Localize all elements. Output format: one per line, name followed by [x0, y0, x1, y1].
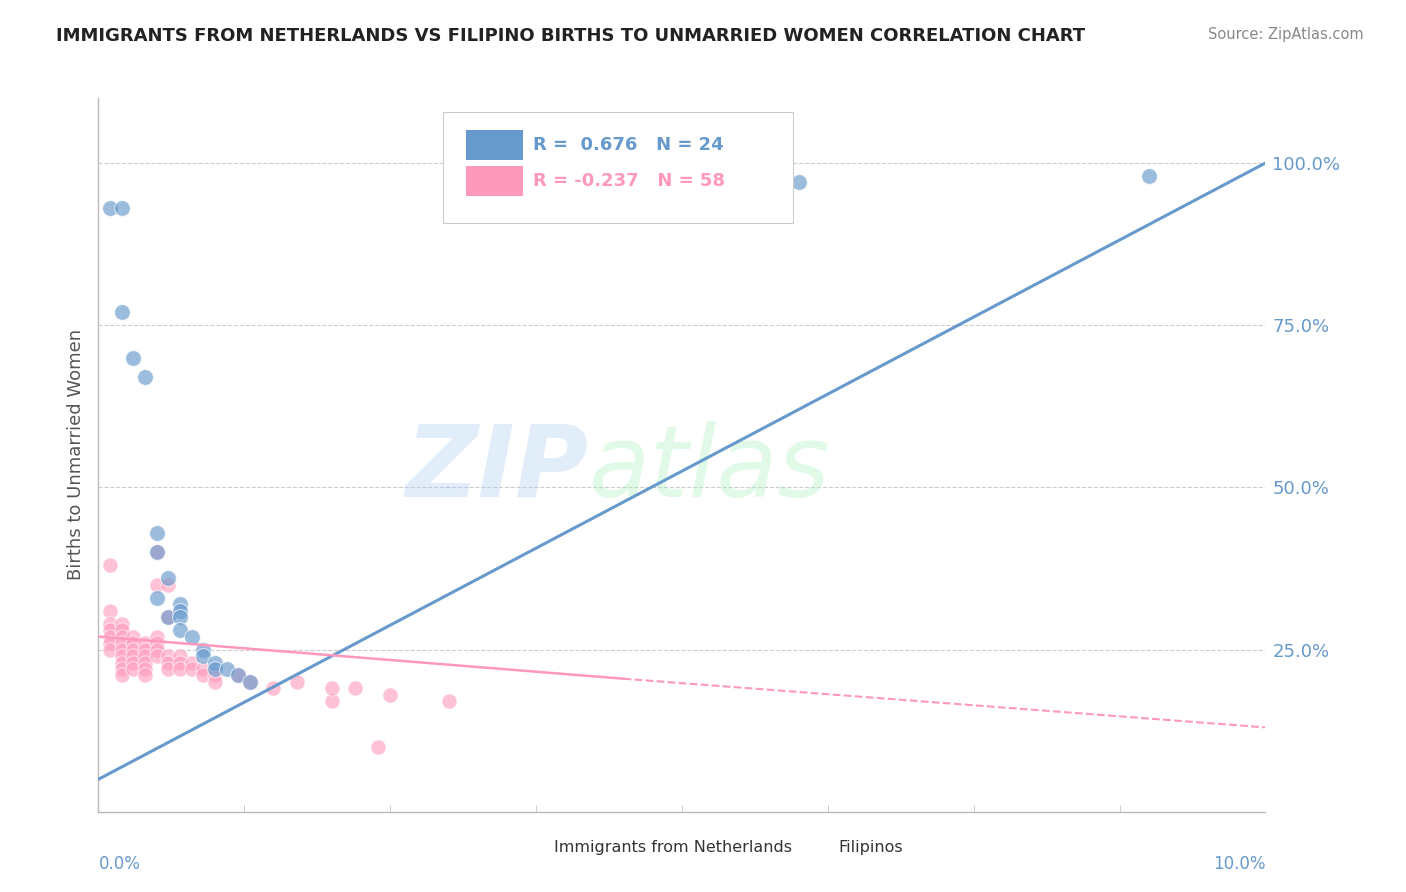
Text: ZIP: ZIP: [405, 421, 589, 517]
Point: [169, 662, 191, 676]
FancyBboxPatch shape: [443, 112, 793, 223]
Point: [228, 668, 250, 682]
Point: [157, 610, 180, 624]
Text: 0.0%: 0.0%: [98, 855, 141, 872]
Point: [787, 176, 810, 190]
Point: [239, 675, 262, 690]
Text: Source: ZipAtlas.com: Source: ZipAtlas.com: [1208, 27, 1364, 42]
Point: [98, 558, 121, 573]
Point: [134, 656, 156, 670]
Point: [193, 642, 215, 657]
Point: [98, 623, 121, 637]
Text: IMMIGRANTS FROM NETHERLANDS VS FILIPINO BIRTHS TO UNMARRIED WOMEN CORRELATION CH: IMMIGRANTS FROM NETHERLANDS VS FILIPINO …: [56, 27, 1085, 45]
Text: Filipinos: Filipinos: [838, 840, 903, 855]
Point: [146, 577, 169, 591]
Y-axis label: Births to Unmarried Women: Births to Unmarried Women: [66, 329, 84, 581]
Point: [134, 370, 156, 384]
Point: [204, 656, 226, 670]
Point: [180, 656, 202, 670]
Point: [180, 630, 202, 644]
Point: [437, 694, 460, 708]
Point: [134, 662, 156, 676]
Point: [111, 662, 134, 676]
Point: [169, 610, 191, 624]
Point: [157, 648, 180, 663]
FancyBboxPatch shape: [796, 837, 834, 860]
Point: [146, 630, 169, 644]
Point: [111, 305, 134, 319]
FancyBboxPatch shape: [465, 130, 523, 161]
Point: [321, 681, 343, 696]
Point: [215, 662, 238, 676]
Point: [111, 623, 134, 637]
Point: [146, 642, 169, 657]
Point: [157, 656, 180, 670]
Point: [111, 202, 134, 216]
Point: [378, 688, 402, 702]
Point: [111, 656, 134, 670]
Point: [1137, 169, 1160, 183]
Point: [157, 571, 180, 585]
Point: [134, 636, 156, 650]
Point: [111, 668, 134, 682]
Point: [98, 202, 121, 216]
Point: [157, 662, 180, 676]
Point: [98, 636, 121, 650]
Point: [98, 630, 121, 644]
Point: [193, 648, 215, 663]
Text: R = -0.237   N = 58: R = -0.237 N = 58: [533, 172, 724, 190]
Point: [122, 656, 145, 670]
Point: [204, 668, 226, 682]
Point: [157, 610, 180, 624]
FancyBboxPatch shape: [510, 837, 548, 860]
Point: [169, 623, 191, 637]
Point: [98, 604, 121, 618]
Text: 10.0%: 10.0%: [1213, 855, 1265, 872]
Point: [193, 662, 215, 676]
Point: [193, 668, 215, 682]
Point: [239, 675, 262, 690]
Point: [111, 642, 134, 657]
Point: [146, 545, 169, 559]
Point: [111, 616, 134, 631]
Point: [146, 545, 169, 559]
Point: [146, 636, 169, 650]
Point: [285, 675, 308, 690]
Point: [134, 668, 156, 682]
Point: [262, 681, 284, 696]
Point: [111, 636, 134, 650]
Point: [169, 648, 191, 663]
Point: [122, 648, 145, 663]
Point: [111, 648, 134, 663]
Point: [146, 648, 169, 663]
Point: [122, 662, 145, 676]
Text: R =  0.676   N = 24: R = 0.676 N = 24: [533, 136, 723, 154]
Point: [98, 642, 121, 657]
Point: [122, 351, 145, 365]
Point: [146, 591, 169, 605]
Point: [134, 642, 156, 657]
Point: [321, 694, 343, 708]
Point: [180, 662, 202, 676]
Text: atlas: atlas: [589, 421, 830, 517]
Point: [134, 648, 156, 663]
Point: [204, 675, 226, 690]
Point: [344, 681, 367, 696]
FancyBboxPatch shape: [465, 166, 523, 196]
Point: [98, 616, 121, 631]
Point: [169, 597, 191, 611]
Point: [111, 630, 134, 644]
Point: [146, 525, 169, 540]
Point: [367, 739, 389, 754]
Point: [122, 636, 145, 650]
Point: [228, 668, 250, 682]
Point: [157, 577, 180, 591]
Point: [204, 662, 226, 676]
Text: Immigrants from Netherlands: Immigrants from Netherlands: [554, 840, 792, 855]
Point: [122, 642, 145, 657]
Point: [169, 656, 191, 670]
Point: [169, 604, 191, 618]
Point: [122, 630, 145, 644]
